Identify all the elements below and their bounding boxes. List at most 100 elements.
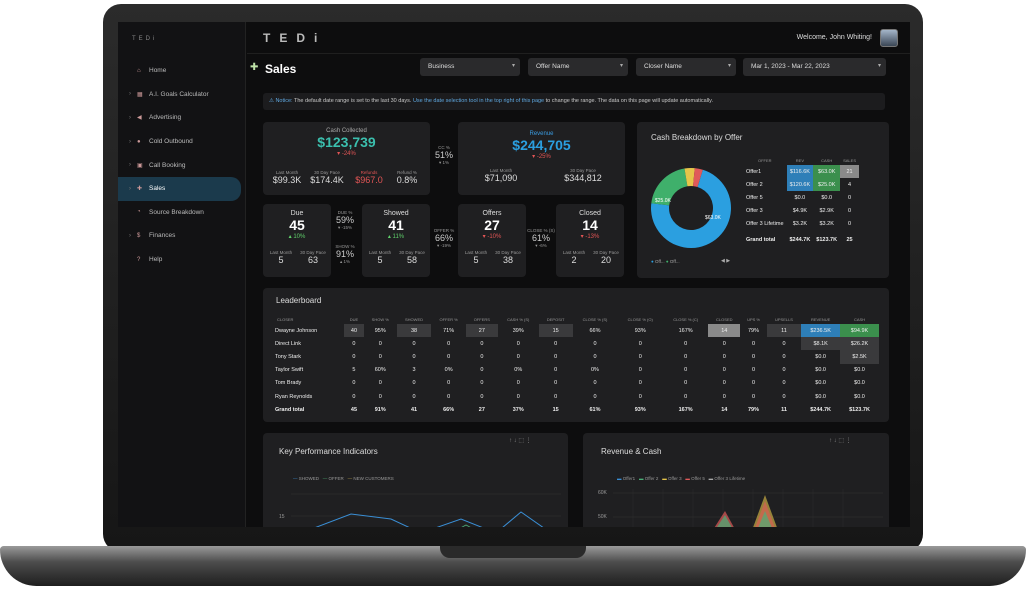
col-deposit[interactable]: DEPOSIT: [546, 316, 565, 322]
sidebar-item-home[interactable]: ⌂ Home: [118, 59, 246, 83]
offer-filter[interactable]: Offer Name ▾: [528, 58, 628, 76]
cell: 0: [638, 393, 642, 400]
closer-filter[interactable]: Closer Name ▾: [636, 58, 736, 76]
cash-refunds-label: Refunds: [360, 170, 378, 175]
total-sales: 25: [846, 236, 853, 243]
date-tool-link[interactable]: Use the date selection tool in the top r…: [412, 98, 545, 104]
col-cash-s[interactable]: CASH % (S): [507, 316, 530, 322]
cell: 0: [593, 353, 597, 360]
col-due[interactable]: DUE: [349, 316, 359, 322]
sidebar-item-cold-outbound[interactable]: › ● Cold Outbound: [118, 130, 246, 154]
kpi-toolbar-icons[interactable]: ↑ ↓ ⬚ ⋮: [509, 438, 532, 444]
sidebar-item-finances[interactable]: › $ Finances: [118, 224, 246, 248]
total-cell: $123.7K: [849, 406, 870, 413]
due-ratio-label: DUE %: [337, 210, 353, 215]
line-icon: ▬: [685, 476, 690, 481]
brand-logo: TEDi: [263, 31, 327, 45]
pace: 30 Day Pace 38: [492, 250, 524, 265]
revenue-last-month: Last Month $71,090: [476, 168, 526, 183]
cell: 0: [638, 340, 642, 347]
sidebar-item-source-breakdown[interactable]: ◔ Source Breakdown: [118, 201, 246, 225]
cell: 0: [378, 353, 382, 360]
cell: 93%: [634, 327, 646, 334]
col-closed[interactable]: CLOSED: [716, 316, 733, 322]
offer-rev: $120.6K: [786, 178, 814, 191]
table-row[interactable]: Tom Brady 0 0 0 0 0 0 0 0 0 0 0 0 0 $0.0 $0.0: [275, 377, 879, 390]
table-total-row: Grand total 45 91% 41 66% 27 37% 15 61% 93% 167% 14…: [275, 403, 879, 416]
revcash-legend: ▬ Offer1 ▬ Offer 2 ▬ Offer 3 ▬ Offer 5 ▬…: [617, 476, 745, 481]
sidebar-item-a-i-goals-calculator[interactable]: › ▦ A.I. Goals Calculator: [118, 83, 246, 107]
cell: 0: [593, 393, 597, 400]
col-revenue[interactable]: REVENUE: [810, 316, 831, 322]
donut-slice[interactable]: [684, 168, 695, 187]
sidebar-item-sales[interactable]: › ✚ Sales: [118, 176, 241, 201]
cc-ratio-change: ▾ 1%: [438, 160, 449, 165]
cell: 0: [638, 367, 642, 374]
sidebar-item-help[interactable]: ? Help: [118, 248, 246, 272]
cell: 0: [480, 393, 484, 400]
sidebar-nav: ⌂ Home › ▦ A.I. Goals Calculator › ◀ Advertisin…: [118, 59, 246, 271]
date-range-label: Mar 1, 2023 - Mar 22, 2023: [751, 63, 830, 70]
donut-slice[interactable]: [693, 168, 703, 187]
col-rev[interactable]: REV: [795, 158, 805, 163]
line-icon: —: [347, 476, 353, 481]
donut-legend: ● Off... ● Off...: [651, 259, 680, 264]
revenue-pace-label: 30 Day Pace: [570, 168, 596, 173]
col-sales[interactable]: SALES: [843, 158, 856, 163]
col-close-c[interactable]: CLOSE % (C): [673, 316, 699, 322]
kpi-legend-2: OFFER: [328, 476, 344, 481]
donut-slice[interactable]: [651, 169, 731, 248]
table-row[interactable]: Dwayne Johnson 40 95% 38 71% 27 39% 15 66% 93% 167…: [275, 324, 879, 338]
cell: 0: [722, 340, 726, 347]
col-cash[interactable]: CASH: [821, 158, 833, 163]
offer-sales: 0: [848, 207, 852, 214]
col-closer[interactable]: CLOSER: [277, 316, 294, 322]
business-filter[interactable]: Business ▾: [420, 58, 520, 76]
pace-label: 30 Day Pace: [300, 250, 326, 255]
cell: $0.0: [815, 367, 826, 374]
col-offer[interactable]: OFFER %: [439, 316, 458, 322]
cell: 0: [638, 353, 642, 360]
expand-icon: ›: [129, 162, 131, 169]
due-ratio-change: ▾ -15%: [337, 225, 352, 230]
table-row[interactable]: Taylor Swift 5 60% 3 0% 0 0% 0 0% 0 0 0 0 0 $0.0 $0.0: [275, 364, 879, 377]
col-cash[interactable]: CASH: [853, 316, 866, 322]
pace-label: 30 Day Pace: [593, 250, 619, 255]
col-offer[interactable]: OFFER: [757, 158, 772, 163]
cash-collected-change: ▾ -24%: [337, 151, 356, 157]
cell: 0: [554, 393, 558, 400]
col-show[interactable]: SHOW %: [371, 316, 389, 322]
col-showed[interactable]: SHOWED: [405, 316, 423, 322]
revcash-toolbar-icons[interactable]: ↑ ↓ ⬚ ⋮: [829, 438, 852, 444]
sidebar-item-advertising[interactable]: › ◀ Advertising: [118, 106, 246, 130]
avatar[interactable]: [880, 29, 898, 47]
kpi-legend-1: SHOWED: [298, 476, 320, 481]
col-close-o[interactable]: CLOSE % (O): [627, 316, 653, 322]
offer-cash: $63.0K: [813, 165, 841, 178]
table-row[interactable]: Tony Stark 0 0 0 0 0 0 0 0 0 0 0 0 0 $0.0 $2.5K: [275, 350, 879, 364]
table-row[interactable]: Direct Link 0 0 0 0 0 0 0 0 0 0 0 0 0 $8.1K $26.2K: [275, 337, 879, 351]
last-month: Last Month 5: [364, 250, 396, 265]
leaderboard-table: CLOSER DUE SHOW % SHOWED OFFER % OFFERS CASH %…: [275, 314, 879, 416]
donut-pager[interactable]: ◀ ▶: [721, 258, 731, 264]
col-upsells[interactable]: UPSELLS: [774, 316, 793, 322]
offers-value: 27: [484, 217, 500, 233]
offer-name: Offer 5: [746, 194, 763, 201]
show-ratio: SHOW % 91% ▴ 1%: [331, 244, 359, 265]
table-row[interactable]: Ryan Reynolds 0 0 0 0 0 0 0 0 0 0 0 0 0 $0.0 $0.0: [275, 390, 879, 403]
donut-slice[interactable]: [651, 168, 688, 206]
date-range-filter[interactable]: Mar 1, 2023 - Mar 22, 2023 ▾: [743, 58, 886, 76]
sidebar-item-call-booking[interactable]: › ▣ Call Booking: [118, 153, 246, 177]
col-close-s[interactable]: CLOSE % (S): [582, 316, 608, 322]
cell: 0%: [591, 367, 599, 374]
col-ups[interactable]: UPS %: [747, 316, 760, 322]
chevron-down-icon: ▾: [619, 63, 623, 69]
last-month-value: 5: [278, 255, 284, 265]
cash-pace-value: $174.4K: [310, 175, 344, 185]
cell: 66%: [589, 327, 601, 334]
closer-filter-label: Closer Name: [644, 63, 682, 70]
revenue-value: $244,705: [512, 137, 571, 153]
cash-breakdown-card: Cash Breakdown by Offer $63.0K $25.0K ● O…: [637, 122, 889, 278]
col-offers[interactable]: OFFERS: [473, 316, 490, 322]
chevron-down-icon: ▾: [511, 63, 515, 69]
